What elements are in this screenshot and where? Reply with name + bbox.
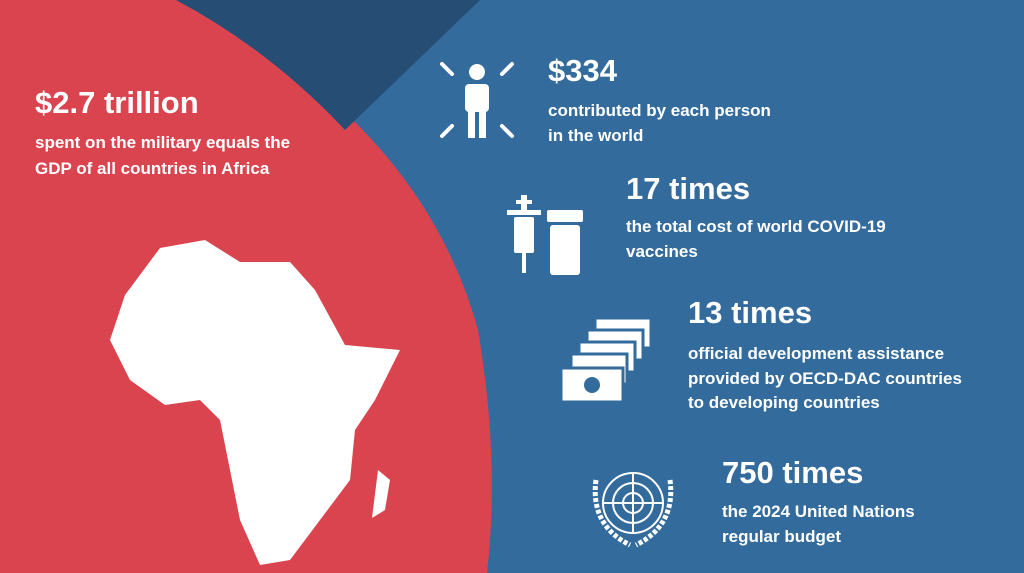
stat-text: spent on the military equals the [35, 133, 290, 152]
stat-text: the total cost of world COVID-19 [626, 217, 886, 236]
stat-text: the 2024 United Nations [722, 502, 915, 521]
vaccine-icon [507, 195, 583, 275]
money-icon [559, 316, 653, 404]
un-emblem [592, 472, 674, 548]
stat-title: 13 times [688, 295, 812, 330]
stat-title: $334 [548, 53, 618, 88]
stat-title: $2.7 trillion [35, 85, 199, 120]
stat-title: 17 times [626, 171, 750, 206]
stat-text: to developing countries [688, 393, 880, 412]
africa-icon [110, 240, 400, 565]
stat-text: provided by OECD-DAC countries [688, 369, 962, 388]
stat-text: vaccines [626, 242, 698, 261]
stat-text: official development assistance [688, 344, 944, 363]
stat-text: GDP of all countries in Africa [35, 159, 270, 178]
stat-text: regular budget [722, 527, 841, 546]
dark-wedge [176, 0, 480, 130]
stat-text: contributed by each person [548, 101, 771, 120]
stat-text: in the world [548, 126, 643, 145]
person-icon [440, 62, 514, 138]
stat-title: 750 times [722, 455, 863, 490]
